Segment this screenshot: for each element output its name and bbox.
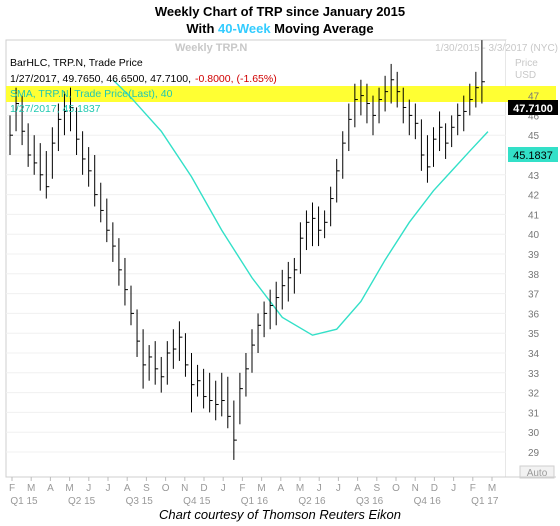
title-suffix: Moving Average <box>270 21 374 36</box>
quarter-tick-label: Q2 15 <box>68 496 96 507</box>
date-range: 1/30/2015 - 3/3/2017 (NYC) <box>435 43 558 54</box>
y-tick-label: 31 <box>528 408 540 419</box>
y-tick-label: 38 <box>528 270 540 281</box>
grid-lines <box>6 95 506 453</box>
chart-title-line2: With 40-Week Moving Average <box>0 21 560 36</box>
chart-title-line1: Weekly Chart of TRP since January 2015 <box>154 4 406 19</box>
month-tick-label: F <box>470 483 476 494</box>
month-tick-label: N <box>412 483 419 494</box>
sma-layer <box>112 79 489 336</box>
month-tick-label: A <box>47 483 54 494</box>
legend-ohlc-title: BarHLC, TRP.N, Trade Price <box>10 57 143 69</box>
y-tick-label: 43 <box>528 171 540 182</box>
last-price-badge-text: 47.7100 <box>513 103 553 115</box>
month-tick-label: D <box>431 483 438 494</box>
month-tick-label: O <box>392 483 400 494</box>
quarter-tick-label: Q1 15 <box>10 496 38 507</box>
month-tick-label: D <box>200 483 207 494</box>
quarter-tick-label: Q1 16 <box>241 496 269 507</box>
y-tick-label: 37 <box>528 290 540 301</box>
legend-sma-values: 1/27/2017, 45.1837 <box>10 103 101 115</box>
y-tick-label: 46 <box>528 111 540 122</box>
month-tick-label: F <box>239 483 245 494</box>
legend-ohlc-values: 1/27/2017, 49.7650, 46.6500, 47.7100, -0.… <box>10 73 277 85</box>
month-tick-label: M <box>27 483 35 494</box>
currency-axis-label: USD <box>515 70 536 81</box>
quarter-tick-label: Q4 15 <box>183 496 211 507</box>
month-tick-label: M <box>296 483 304 494</box>
quarter-tick-label: Q1 17 <box>471 496 499 507</box>
month-tick-label: J <box>317 483 322 494</box>
quarter-tick-labels: Q1 15 Q2 15 Q3 15 Q4 15 Q1 16 Q2 16 Q3 16 Q4 16… <box>10 496 498 507</box>
y-tick-label: 47 <box>528 92 540 103</box>
y-tick-label: 45 <box>528 131 540 142</box>
ohlc-bars <box>9 40 485 460</box>
y-tick-label: 34 <box>528 349 540 360</box>
y-tick-label: 30 <box>528 428 540 439</box>
sma-badge <box>508 147 558 162</box>
plot-area <box>5 39 507 478</box>
month-tick-label: A <box>277 483 284 494</box>
y-tick-label: 39 <box>528 250 540 261</box>
legend-sma-title: SMA, TRP.N, Trade Price(Last), 40 <box>10 88 173 100</box>
month-tick-label: F <box>9 483 15 494</box>
quarter-tick-label: Q4 16 <box>414 496 442 507</box>
month-tick-label: M <box>488 483 496 494</box>
quarter-tick-label: Q3 16 <box>356 496 384 507</box>
y-tick-label: 33 <box>528 369 540 380</box>
chart-credit: Chart courtesy of Thomson Reuters Eikon <box>158 507 402 522</box>
sma-badge-text: 45.1837 <box>513 150 553 162</box>
auto-scale-button[interactable] <box>519 465 555 479</box>
month-tick-label: O <box>162 483 170 494</box>
highlight-band <box>6 86 556 102</box>
month-tick-label: M <box>65 483 73 494</box>
y-tick-label: 40 <box>528 230 540 241</box>
month-tick-label: S <box>143 483 150 494</box>
title-highlight: 40-Week <box>218 21 271 36</box>
month-tick-label: J <box>106 483 111 494</box>
auto-scale-label: Auto <box>527 468 548 479</box>
month-tick-label: M <box>257 483 265 494</box>
y-tick-label: 42 <box>528 191 540 202</box>
legend-change: -0.8000, (-1.65%) <box>195 73 277 85</box>
month-tick-label: J <box>451 483 456 494</box>
month-tick-label: S <box>373 483 380 494</box>
y-tick-label: 41 <box>528 210 540 221</box>
month-tick-label: J <box>86 483 91 494</box>
last-price-badge <box>508 100 558 115</box>
legend-ohlc-values-text: 1/27/2017, 49.7650, 46.6500, 47.7100, <box>10 73 191 85</box>
sma-line <box>112 79 489 336</box>
y-tick-label: 36 <box>528 309 540 320</box>
quarter-tick-label: Q2 16 <box>298 496 326 507</box>
month-tick-label: J <box>221 483 226 494</box>
month-tick-label: A <box>124 483 131 494</box>
y-tick-label: 29 <box>528 448 540 459</box>
symbol-title: Weekly TRP.N <box>175 42 247 54</box>
y-tick-label: 35 <box>528 329 540 340</box>
month-tick-label: A <box>354 483 361 494</box>
month-tick-label: N <box>181 483 188 494</box>
month-tick-label: J <box>336 483 341 494</box>
price-axis-label: Price <box>515 58 538 69</box>
quarter-tick-label: Q3 15 <box>126 496 154 507</box>
y-tick-label: 32 <box>528 389 540 400</box>
title-prefix: With <box>186 21 219 36</box>
